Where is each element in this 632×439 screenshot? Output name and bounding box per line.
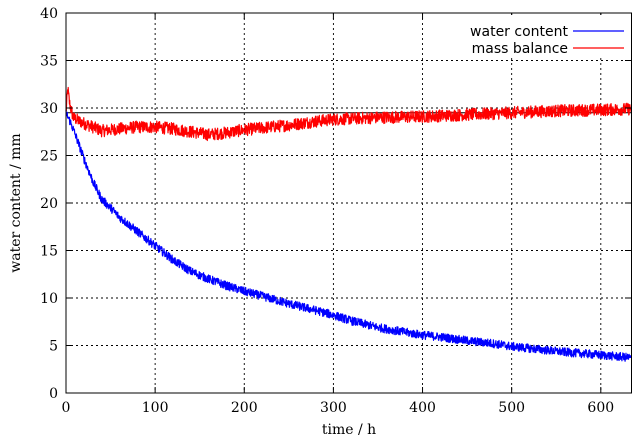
grid: [66, 13, 632, 393]
x-tick-label: 100: [142, 400, 169, 416]
series-line-mass-balance: [65, 86, 632, 142]
y-tick-label: 5: [49, 339, 58, 355]
x-tick-label: 400: [409, 400, 436, 416]
y-tick-label: 25: [40, 149, 58, 165]
x-tick-label: 600: [587, 400, 614, 416]
x-tick-label: 500: [498, 400, 525, 416]
x-tick-label: 300: [320, 400, 347, 416]
y-axis: 0 5 10 15 20 25 30 35 40: [40, 6, 631, 402]
legend-background: [440, 15, 630, 57]
series-line-water-content: [65, 109, 632, 362]
y-axis-title: water content / mm: [8, 133, 24, 272]
y-tick-label: 30: [40, 101, 58, 117]
y-tick-label: 20: [40, 196, 58, 212]
x-tick-label: 200: [231, 400, 258, 416]
legend-label-water-content: water content: [470, 24, 568, 40]
y-tick-label: 40: [40, 6, 58, 22]
legend-label-mass-balance: mass balance: [472, 41, 568, 57]
series-group: [65, 86, 632, 362]
legend: water content mass balance: [440, 15, 630, 57]
y-tick-label: 35: [40, 54, 58, 70]
x-tick-label: 0: [62, 400, 71, 416]
y-tick-label: 0: [49, 386, 58, 402]
y-tick-label: 10: [40, 291, 58, 307]
x-axis: 0 100 200 300 400 500 600: [62, 13, 614, 416]
x-axis-title: time / h: [322, 422, 376, 438]
y-tick-label: 15: [40, 244, 58, 260]
